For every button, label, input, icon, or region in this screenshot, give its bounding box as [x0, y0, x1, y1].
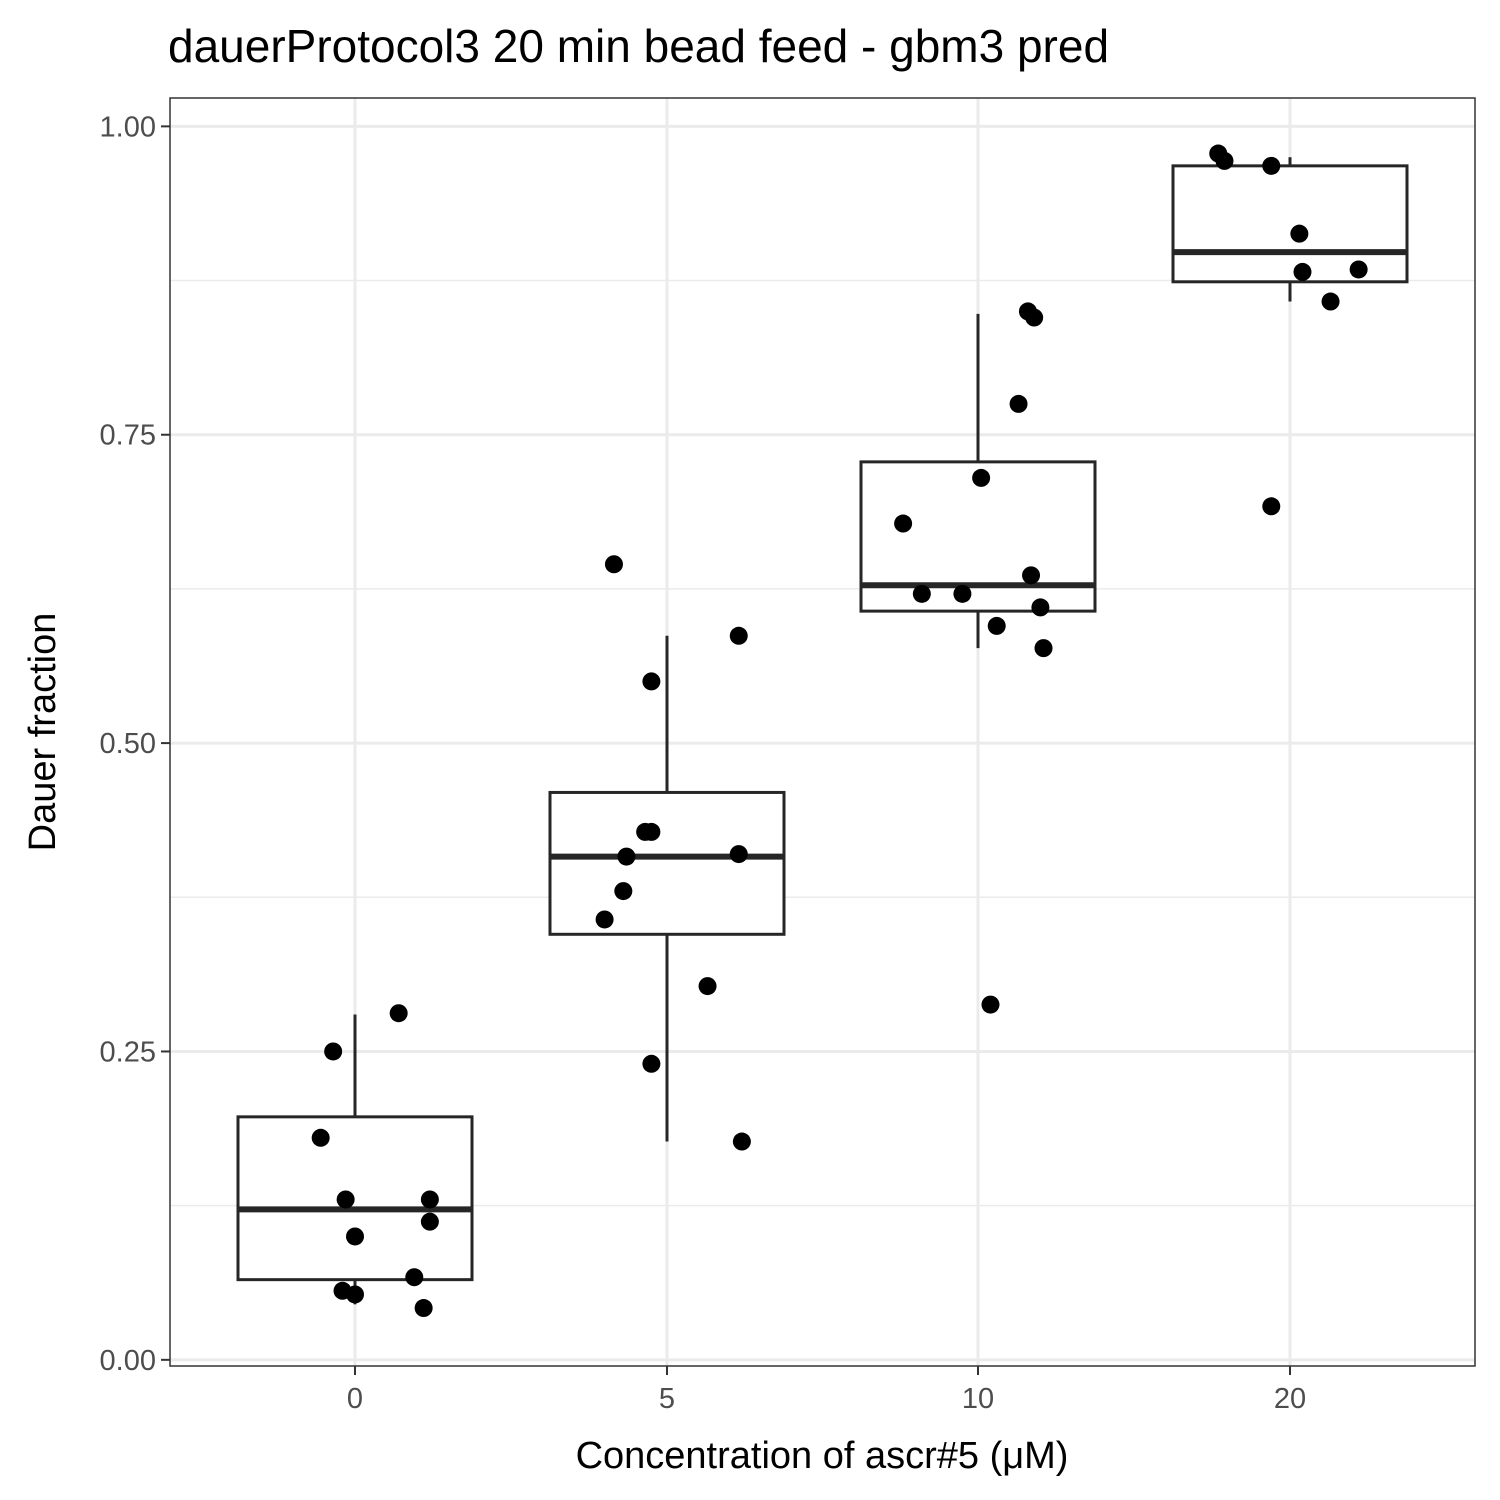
x-tick-label: 10 [962, 1383, 994, 1415]
data-point [604, 555, 623, 574]
data-point [389, 1004, 408, 1023]
data-point [324, 1042, 343, 1061]
data-points [311, 144, 1368, 1318]
data-point [953, 584, 972, 603]
box [548, 790, 786, 936]
x-axis-title: Concentration of ascr#5 (μM) [576, 1435, 1069, 1477]
boxplots [236, 157, 1409, 1305]
data-point [617, 847, 636, 866]
data-point [642, 822, 661, 841]
data-point [420, 1212, 439, 1231]
data-point [732, 1132, 751, 1151]
data-point [414, 1299, 433, 1318]
y-axis: 0.00 0.25 0.50 0.75 1.00 [100, 111, 170, 1377]
data-point [1290, 224, 1309, 243]
data-point [642, 672, 661, 691]
data-point [1034, 639, 1053, 658]
data-point [420, 1190, 439, 1209]
box [1171, 164, 1409, 284]
data-point [595, 910, 614, 929]
boxplot-20 [1171, 157, 1409, 302]
x-tick-label: 0 [347, 1383, 363, 1415]
data-point [1262, 156, 1281, 175]
data-point [729, 845, 748, 864]
data-point [405, 1268, 424, 1287]
plot-panel-border [169, 97, 1476, 1367]
data-point [987, 616, 1006, 635]
y-tick-label: 0.50 [100, 728, 156, 760]
data-point [1009, 394, 1028, 413]
y-axis-title: Dauer fraction [22, 613, 64, 852]
x-tick-label: 20 [1274, 1383, 1306, 1415]
data-point [1293, 262, 1312, 281]
data-point [346, 1227, 364, 1246]
data-point [729, 626, 748, 645]
data-point [346, 1285, 364, 1304]
data-point [912, 584, 931, 603]
data-point [894, 514, 913, 533]
data-point [981, 995, 1000, 1014]
y-tick-label: 0.25 [100, 1036, 156, 1068]
data-point [642, 1054, 661, 1073]
y-tick-label: 0.00 [100, 1345, 156, 1377]
boxplot-10 [859, 313, 1097, 649]
data-point [336, 1190, 355, 1209]
data-point [1215, 151, 1234, 170]
data-point [1031, 598, 1050, 617]
data-point [1025, 308, 1044, 327]
x-tick-label: 5 [659, 1383, 675, 1415]
y-tick-label: 0.75 [100, 420, 156, 452]
data-point [698, 977, 717, 996]
data-point [1321, 292, 1340, 311]
y-tick-label: 1.00 [100, 111, 156, 143]
data-point [1262, 497, 1281, 516]
data-point [614, 882, 633, 901]
x-axis: 0 5 10 20 [347, 1366, 1306, 1415]
chart-title: dauerProtocol3 20 min bead feed - gbm3 p… [168, 20, 1109, 72]
data-point [972, 468, 991, 487]
data-point [1349, 260, 1368, 279]
data-point [311, 1128, 330, 1147]
data-point [1022, 566, 1041, 585]
